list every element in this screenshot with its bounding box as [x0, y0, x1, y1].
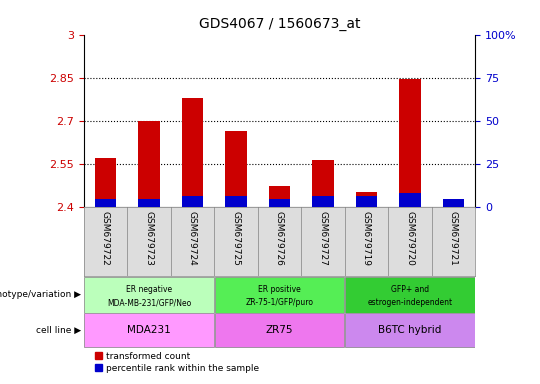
- Bar: [138, 199, 160, 207]
- Text: MDA231: MDA231: [127, 325, 171, 335]
- Bar: [312, 196, 334, 207]
- Bar: [443, 200, 464, 207]
- Bar: [399, 193, 421, 207]
- Text: GSM679724: GSM679724: [188, 211, 197, 266]
- Text: GSM679723: GSM679723: [145, 211, 153, 266]
- Text: ER negative: ER negative: [126, 285, 172, 294]
- Bar: [84, 313, 214, 347]
- Text: MDA-MB-231/GFP/Neo: MDA-MB-231/GFP/Neo: [107, 298, 191, 307]
- Text: GSM679725: GSM679725: [232, 211, 240, 266]
- Text: estrogen-independent: estrogen-independent: [367, 298, 453, 307]
- Bar: [94, 159, 116, 207]
- Text: ZR75: ZR75: [266, 325, 293, 335]
- Bar: [181, 98, 204, 207]
- Bar: [225, 196, 247, 207]
- Bar: [355, 192, 377, 207]
- Text: ZR-75-1/GFP/puro: ZR-75-1/GFP/puro: [246, 298, 313, 307]
- Bar: [312, 160, 334, 207]
- Legend: transformed count, percentile rank within the sample: transformed count, percentile rank withi…: [94, 352, 259, 373]
- Text: cell line ▶: cell line ▶: [36, 326, 81, 335]
- Bar: [268, 199, 291, 207]
- Title: GDS4067 / 1560673_at: GDS4067 / 1560673_at: [199, 17, 360, 31]
- Bar: [138, 121, 160, 207]
- Text: GSM679726: GSM679726: [275, 211, 284, 266]
- Bar: [94, 199, 116, 207]
- Bar: [443, 199, 464, 207]
- Bar: [214, 277, 345, 313]
- Text: GSM679722: GSM679722: [101, 211, 110, 266]
- Bar: [399, 79, 421, 207]
- Bar: [214, 313, 345, 347]
- Text: genotype/variation ▶: genotype/variation ▶: [0, 290, 81, 299]
- Bar: [225, 131, 247, 207]
- Text: GFP+ and: GFP+ and: [391, 285, 429, 294]
- Bar: [181, 196, 204, 207]
- Text: GSM679721: GSM679721: [449, 211, 458, 266]
- Text: ER positive: ER positive: [258, 285, 301, 294]
- Bar: [345, 277, 475, 313]
- Bar: [355, 196, 377, 207]
- Text: GSM679727: GSM679727: [319, 211, 327, 266]
- Text: B6TC hybrid: B6TC hybrid: [378, 325, 442, 335]
- Text: GSM679719: GSM679719: [362, 211, 371, 266]
- Text: GSM679720: GSM679720: [406, 211, 415, 266]
- Bar: [345, 313, 475, 347]
- Bar: [268, 186, 291, 207]
- Bar: [84, 277, 214, 313]
